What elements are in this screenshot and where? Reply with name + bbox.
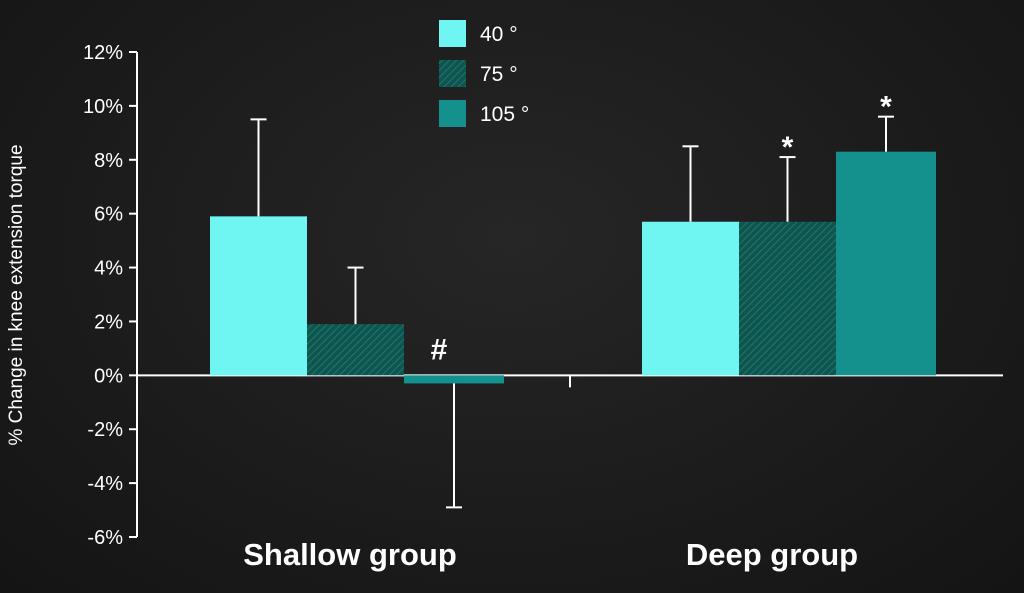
y-tick-label: 10% <box>83 96 123 118</box>
legend-swatch <box>439 20 466 47</box>
bar <box>210 216 307 376</box>
y-tick-label: 12% <box>83 42 123 64</box>
y-tick-label: 0% <box>94 365 123 387</box>
legend-label: 40 ° <box>480 23 518 46</box>
category-label: Shallow group <box>243 537 457 572</box>
category-label: Deep group <box>686 537 858 572</box>
annotations: # * * <box>431 91 893 367</box>
y-tick-label: -2% <box>87 419 123 441</box>
legend: 40 ° 75 ° 105 ° <box>439 20 529 127</box>
y-tick-label: -4% <box>87 473 123 495</box>
y-tick-label: -6% <box>87 527 123 549</box>
y-tick-label: 4% <box>94 258 123 280</box>
bar <box>739 221 836 376</box>
error-bars <box>250 115 894 509</box>
legend-label: 75 ° <box>480 63 518 86</box>
bar <box>642 221 739 376</box>
y-tick-label: 6% <box>94 204 123 226</box>
bars <box>210 151 936 384</box>
significance-marker: * <box>782 131 794 164</box>
y-tick-label: 2% <box>94 311 123 333</box>
bar <box>836 151 936 376</box>
significance-marker: * <box>880 91 892 124</box>
legend-swatch <box>439 60 466 87</box>
bar <box>404 375 504 384</box>
legend-label: 105 ° <box>480 103 529 126</box>
bar <box>307 324 404 376</box>
category-labels: Shallow group Deep group <box>243 537 858 572</box>
significance-marker: # <box>431 333 448 366</box>
y-axis-title: % Change in knee extension torque <box>6 144 27 445</box>
y-tick-label: 8% <box>94 150 123 172</box>
legend-swatch <box>439 100 466 127</box>
